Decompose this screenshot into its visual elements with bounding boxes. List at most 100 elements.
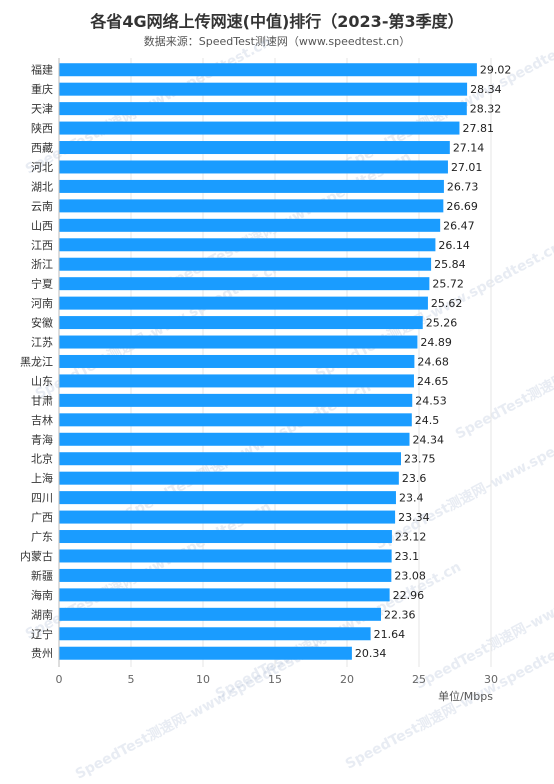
data-label: 25.62: [431, 297, 463, 310]
data-label: 26.14: [438, 239, 470, 252]
category-label: 江苏: [31, 336, 53, 349]
bar: [59, 102, 467, 116]
category-label: 云南: [31, 200, 53, 213]
bar: [59, 335, 418, 349]
category-label: 河北: [31, 161, 53, 174]
bar: [59, 199, 444, 213]
bar: [59, 607, 381, 621]
bar: [59, 141, 450, 155]
data-label: 23.6: [402, 472, 427, 485]
data-label: 29.02: [480, 64, 512, 77]
data-label: 24.65: [417, 375, 449, 388]
category-label: 江西: [31, 239, 53, 252]
data-label: 23.08: [394, 569, 426, 582]
category-label: 上海: [31, 471, 53, 485]
category-label: 四川: [31, 492, 53, 505]
category-label: 安徽: [31, 316, 53, 330]
bar: [59, 296, 428, 310]
category-label: 青海: [31, 432, 53, 446]
x-tick-label: 0: [56, 673, 63, 686]
x-tick-label: 30: [484, 673, 498, 686]
data-label: 23.75: [404, 453, 436, 466]
bar: [59, 238, 436, 252]
bar: [59, 218, 441, 232]
bar: [59, 432, 410, 446]
data-label: 23.1: [395, 550, 420, 563]
category-label: 海南: [31, 588, 53, 602]
bar: [59, 510, 396, 524]
x-tick-label: 20: [340, 673, 354, 686]
bar-chart: 福建 29.02 重庆 28.34 天津 28.32 陕西 27.81 西藏 27.14 河北 27.…: [20, 58, 512, 703]
category-label: 黑龙江: [20, 355, 53, 368]
data-label: 22.96: [393, 589, 425, 602]
bar: [59, 588, 390, 602]
bar: [59, 549, 392, 563]
category-label: 浙江: [31, 258, 53, 271]
category-label: 重庆: [31, 82, 53, 96]
x-tick-label: 25: [412, 673, 426, 686]
data-label: 25.72: [432, 278, 464, 291]
x-axis-label: 单位/Mbps: [438, 689, 493, 703]
data-label: 23.34: [398, 511, 430, 524]
bar: [59, 121, 460, 135]
x-tick-label: 15: [268, 673, 282, 686]
category-label: 吉林: [31, 413, 53, 427]
data-label: 24.53: [415, 394, 447, 407]
bar: [59, 257, 432, 271]
x-tick-label: 10: [196, 673, 210, 686]
bar: [59, 452, 401, 466]
bar: [59, 160, 448, 174]
data-label: 24.68: [417, 355, 449, 368]
category-label: 北京: [31, 452, 53, 466]
category-label: 宁夏: [31, 277, 53, 291]
bar: [59, 316, 423, 330]
bar: [59, 374, 414, 388]
category-label: 湖北: [31, 180, 53, 193]
data-label: 23.4: [399, 492, 424, 505]
category-label: 内蒙古: [20, 549, 53, 563]
data-label: 24.34: [412, 433, 444, 446]
data-label: 26.73: [447, 180, 479, 193]
category-label: 甘肃: [31, 394, 53, 407]
x-tick-label: 5: [128, 673, 135, 686]
data-label: 21.64: [374, 628, 406, 641]
category-label: 广西: [31, 511, 53, 524]
bar: [59, 354, 415, 368]
bar: [59, 393, 413, 407]
data-label: 27.81: [462, 122, 494, 135]
bar: [59, 63, 477, 77]
data-label: 24.89: [420, 336, 452, 349]
category-label: 湖南: [31, 608, 53, 621]
chart-subtitle: 数据来源：SpeedTest测速网（www.speedtest.cn）: [143, 35, 411, 48]
category-label: 陕西: [31, 121, 53, 135]
category-label: 福建: [31, 63, 53, 77]
data-label: 23.12: [395, 531, 427, 544]
category-label: 山东: [31, 375, 53, 388]
bar: [59, 471, 399, 485]
category-label: 新疆: [31, 568, 53, 582]
category-label: 山西: [31, 219, 53, 232]
category-label: 贵州: [31, 647, 53, 660]
data-label: 28.34: [470, 83, 502, 96]
category-label: 河南: [31, 297, 53, 310]
chart-title: 各省4G网络上传网速(中值)排行（2023-第3季度）: [90, 12, 464, 31]
bar: [59, 491, 396, 505]
bar: [59, 413, 412, 427]
category-label: 天津: [31, 103, 53, 116]
data-label: 22.36: [384, 608, 416, 621]
bar: [59, 646, 352, 660]
data-label: 25.26: [426, 317, 458, 330]
data-label: 27.01: [451, 161, 483, 174]
category-label: 广东: [31, 531, 53, 544]
bar: [59, 277, 430, 291]
data-label: 28.32: [470, 103, 502, 116]
bar: [59, 627, 371, 641]
data-label: 27.14: [453, 142, 485, 155]
data-label: 20.34: [355, 647, 387, 660]
bar: [59, 82, 468, 96]
bar: [59, 530, 392, 544]
data-label: 26.47: [443, 219, 475, 232]
data-label: 25.84: [434, 258, 466, 271]
data-label: 26.69: [446, 200, 478, 213]
data-label: 24.5: [415, 414, 440, 427]
